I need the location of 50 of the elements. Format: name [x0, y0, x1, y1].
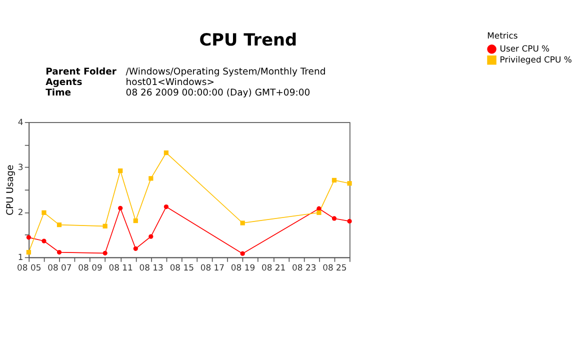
x-tick-label: 08 11: [108, 262, 133, 272]
y-tick-label: 3: [18, 162, 24, 172]
text: Agents: [46, 76, 83, 88]
text: 08 26 2009 00:00:00 (Day) GMT+09:00: [126, 88, 310, 99]
point: [26, 250, 32, 255]
point: [164, 150, 169, 156]
point: [316, 206, 322, 211]
y-tick-label: 2: [18, 207, 24, 218]
legend-title: Metrics: [487, 30, 518, 41]
point: [118, 168, 123, 174]
point: [133, 218, 138, 224]
point: [164, 204, 169, 210]
point: [148, 234, 154, 239]
text: Parent Folder: [46, 66, 117, 78]
point: [56, 222, 62, 228]
point: [240, 220, 245, 226]
point: [347, 181, 352, 186]
x-tick-label: 08 07: [48, 262, 72, 272]
point: [332, 178, 337, 183]
x-tick-label: 08 21: [261, 262, 286, 272]
chart-title: CPU Trend: [199, 29, 298, 50]
point: [347, 218, 352, 224]
x-tick-label: 08 25: [322, 262, 347, 272]
x-tick-label: 08 13: [139, 262, 164, 272]
point: [316, 210, 322, 215]
y-tick-label: 1: [18, 252, 24, 262]
point: [102, 224, 108, 228]
legend-label: Privileged CPU %: [500, 54, 572, 65]
point: [56, 250, 62, 255]
y-tick-label: 4: [18, 117, 24, 128]
text: Time: [46, 88, 72, 99]
point: [133, 246, 138, 251]
text: host01<Windows>: [126, 76, 214, 88]
y-axis-title: CPU Usage: [4, 164, 16, 216]
point: [240, 251, 245, 256]
point: [102, 250, 108, 256]
x-tick-label: 08 05: [17, 262, 42, 272]
legend-label: User CPU %: [500, 44, 550, 54]
point: [332, 216, 337, 221]
point: [148, 176, 154, 181]
x-tick-label: 08 15: [170, 262, 194, 272]
point: [26, 235, 32, 240]
point: [42, 238, 46, 244]
point: [42, 210, 46, 215]
x-tick-label: 08 09: [78, 262, 102, 272]
x-tick-label: 08 17: [200, 262, 225, 272]
text: /Windows/Operating System/Monthly Trend: [126, 66, 326, 78]
point: [118, 206, 123, 210]
x-tick-label: 08 23: [292, 262, 316, 272]
x-tick-label: 08 19: [230, 262, 256, 272]
